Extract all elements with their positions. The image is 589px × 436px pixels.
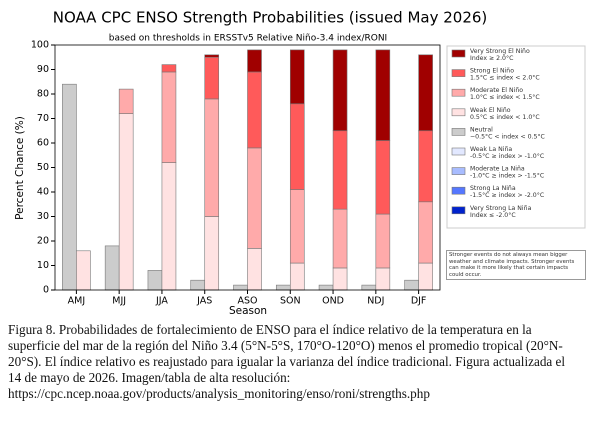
bar-segment [247,71,262,149]
plot-frame [54,44,441,291]
bar-segment [247,147,262,249]
x-tick-label: JAS [196,296,212,307]
bar-segment [404,279,419,291]
bar-segment [204,216,220,291]
x-tick-label: JJA [155,296,168,307]
bar-segment [76,250,91,291]
bar-segment [204,98,220,217]
y-tick-label: 80 [37,89,49,100]
bar-segment [233,284,248,291]
bar-segment [375,267,391,291]
chart-title: NOAA CPC ENSO Strength Probabilities (is… [53,9,488,27]
bar-segment [289,49,305,105]
bar-segment [118,88,134,114]
bar-segment [289,103,305,190]
bar-segment [375,140,391,215]
legend-range: Index ≤ -2.0°C [470,211,516,219]
bar-segment [204,56,220,100]
chart: NOAA CPC ENSO Strength Probabilities (is… [14,9,586,317]
y-tick-label: 10 [37,260,49,271]
y-tick-label: 30 [37,211,49,222]
bar-segment [104,245,120,291]
y-tick-label: 60 [37,138,49,149]
bar-segment [418,201,433,264]
x-tick-label: MJJ [112,296,126,307]
x-tick-label: DJF [411,296,427,307]
legend-label: Moderate El Niño [470,87,523,94]
legend-label: Moderate La Niña [470,166,525,173]
y-tick-label: 0 [43,285,49,296]
legend-swatch [451,128,466,136]
bar-segment [418,54,433,132]
chart-subtitle: based on thresholds in ERSSTv5 Relative … [109,34,387,44]
legend-swatch [451,88,466,97]
legend-label: Weak El Niño [470,107,511,114]
bar-segment [62,83,77,291]
legend-range: 1.5°C ≤ index < 2.0°C [470,74,540,82]
bar-segment [332,267,348,291]
legend-range: 1.0°C ≤ index < 1.5°C [470,93,540,101]
legend-label: Strong La Niña [470,185,516,192]
y-tick-label: 90 [37,64,49,75]
y-tick-label: 50 [37,162,49,173]
x-tick-label: SON [280,296,301,307]
bar-segment [289,189,305,264]
legend-swatch [451,49,466,58]
bar-segment [161,162,177,291]
bar-segment [361,284,377,291]
legend-swatch [451,147,466,156]
y-axis-label: Percent Chance (%) [14,116,26,220]
legend-box [446,45,586,229]
bar-segment [318,284,334,291]
y-tick-label: 70 [37,113,49,124]
legend-range: Index ≥ 2.0°C [470,54,513,62]
bar-segment [418,262,433,291]
bar-segment [161,71,177,163]
x-tick-label: OND [322,296,344,307]
legend-range: 0.5°C ≤ index < 1.0°C [470,113,540,121]
bar-segment [190,279,206,291]
legend-range: -1.0°C ≥ index > -1.5°C [470,172,544,180]
bar-segment [204,54,220,58]
bar-segment [289,262,305,291]
bar-segment [247,49,262,73]
legend-label: Very Strong El Niño [470,48,530,55]
legend-label: Neutral [470,126,493,133]
bar-segment [375,49,391,141]
x-axis-label: Season [229,305,267,317]
bar-segment [161,64,177,73]
note: Stronger events do not always mean bigge… [446,250,586,281]
legend-swatch [451,206,466,215]
bar-segment [147,270,163,291]
legend-swatch [451,108,466,117]
bar-segment [332,130,348,210]
y-tick-label: 100 [31,40,49,51]
legend-swatch [451,186,466,195]
legend-range: -1.5°C ≥ index > -2.0°C [470,191,544,199]
bar-segment [332,49,348,132]
y-tick-label: 40 [37,187,49,198]
x-tick-label: ASO [237,296,257,307]
legend-range: −0.5°C < index < 0.5°C [470,132,545,140]
y-tick-label: 20 [37,236,49,247]
bar-segment [375,213,391,269]
bar-segment [418,130,433,203]
legend-label: Strong El Niño [470,68,514,75]
legend-label: Weak La Niña [470,146,512,153]
legend-swatch [451,167,466,175]
x-tick-label: NDJ [367,296,384,307]
legend-range: -0.5°C ≥ index > -1.0°C [470,152,544,160]
legend-swatch [451,69,466,77]
x-tick-label: AMJ [68,296,86,307]
bar-segment [332,208,348,269]
bar-segment [118,113,134,291]
bar-segment [275,284,291,291]
bar-segment [247,248,262,291]
caption: Figura 8. Probabilidades de fortalecimie… [8,322,566,401]
legend-label: Very Strong La Niña [470,205,532,212]
